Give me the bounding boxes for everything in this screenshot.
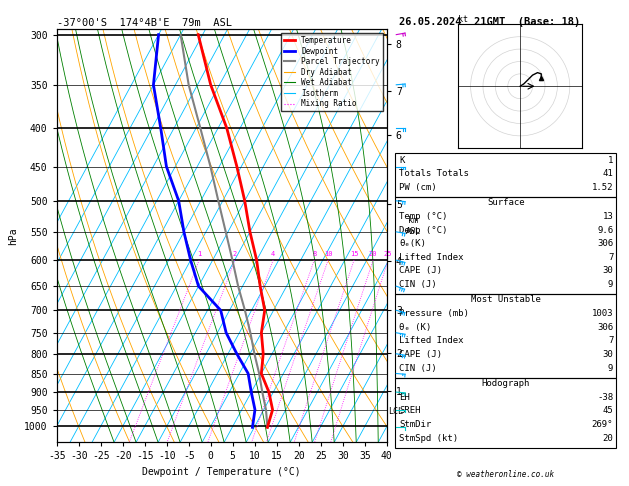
Text: 1.52: 1.52 [592,183,613,192]
Text: LCL: LCL [389,407,404,416]
Text: Hodograph: Hodograph [482,379,530,388]
Y-axis label: km
ASL: km ASL [405,216,420,236]
Text: © weatheronline.co.uk: © weatheronline.co.uk [457,469,554,479]
Text: Most Unstable: Most Unstable [470,295,541,305]
Legend: Temperature, Dewpoint, Parcel Trajectory, Dry Adiabat, Wet Adiabat, Isotherm, Mi: Temperature, Dewpoint, Parcel Trajectory… [281,33,383,111]
Text: 45: 45 [603,406,613,416]
Text: 9: 9 [608,280,613,289]
Text: 1003: 1003 [592,309,613,318]
Text: Temp (°C): Temp (°C) [399,212,448,221]
Text: 13: 13 [603,212,613,221]
Text: 306: 306 [597,323,613,332]
Text: 2: 2 [233,251,237,257]
Text: CIN (J): CIN (J) [399,364,437,373]
Text: Pressure (mb): Pressure (mb) [399,309,469,318]
Text: CIN (J): CIN (J) [399,280,437,289]
Text: 4: 4 [271,251,276,257]
Text: Totals Totals: Totals Totals [399,169,469,178]
Text: StmDir: StmDir [399,420,431,429]
Text: K: K [399,156,405,165]
Text: 269°: 269° [592,420,613,429]
Text: 8: 8 [312,251,316,257]
Text: 30: 30 [603,350,613,359]
Text: 10: 10 [324,251,332,257]
Text: 7: 7 [608,336,613,346]
Text: 9.6: 9.6 [597,226,613,235]
Text: 1: 1 [197,251,201,257]
Y-axis label: hPa: hPa [9,227,18,244]
Text: 306: 306 [597,239,613,248]
Text: Lifted Index: Lifted Index [399,336,464,346]
Text: 15: 15 [350,251,359,257]
Text: Lifted Index: Lifted Index [399,253,464,262]
Text: CAPE (J): CAPE (J) [399,266,442,276]
Text: -38: -38 [597,393,613,402]
Text: θₑ(K): θₑ(K) [399,239,426,248]
Text: 25: 25 [384,251,392,257]
Text: 7: 7 [608,253,613,262]
Text: EH: EH [399,393,410,402]
Text: 20: 20 [369,251,377,257]
Text: StmSpd (kt): StmSpd (kt) [399,434,459,443]
Text: 26.05.2024  21GMT  (Base: 18): 26.05.2024 21GMT (Base: 18) [399,17,581,27]
Text: 9: 9 [608,364,613,373]
Text: 30: 30 [603,266,613,276]
Text: SREH: SREH [399,406,421,416]
X-axis label: Dewpoint / Temperature (°C): Dewpoint / Temperature (°C) [142,467,301,477]
Text: -37°00'S  174°4B'E  79m  ASL: -37°00'S 174°4B'E 79m ASL [57,18,231,28]
Text: Surface: Surface [487,198,525,208]
Text: θₑ (K): θₑ (K) [399,323,431,332]
Text: 20: 20 [603,434,613,443]
Text: kt: kt [458,15,468,24]
Text: Dewp (°C): Dewp (°C) [399,226,448,235]
Text: PW (cm): PW (cm) [399,183,437,192]
Text: 1: 1 [608,156,613,165]
Text: CAPE (J): CAPE (J) [399,350,442,359]
Text: 41: 41 [603,169,613,178]
